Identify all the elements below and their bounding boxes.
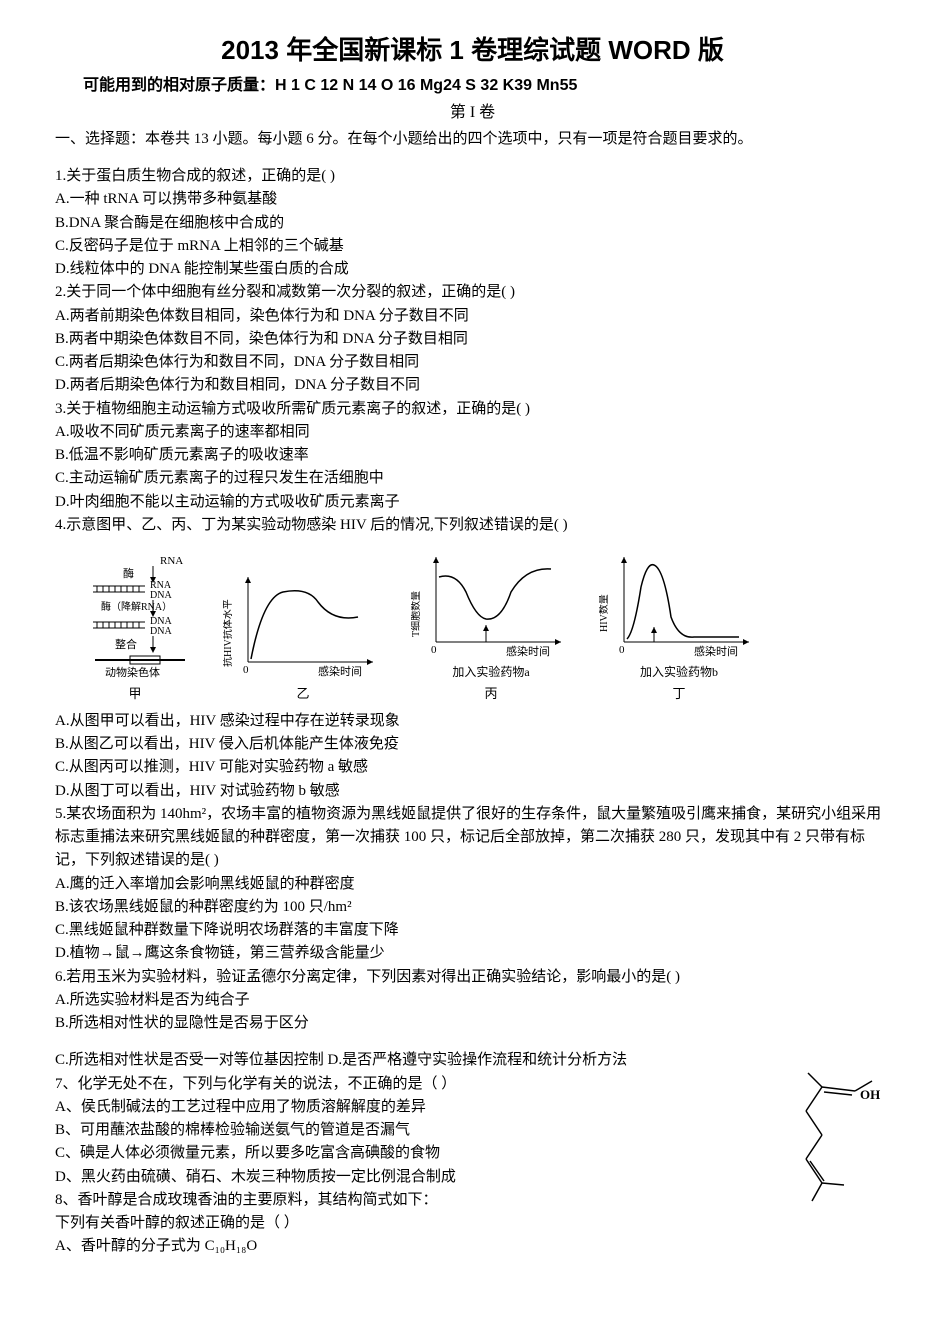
q2-stem: 2.关于同一个体中细胞有丝分裂和减数第一次分裂的叙述，正确的是( ) [55,281,890,304]
figure-yi: 抗HIV抗体水平 0 感染时间 乙 [223,567,383,704]
q5-d: D.植物→鼠→鹰这条食物链，第三营养级含能量少 [55,942,890,965]
q1-stem: 1.关于蛋白质生物合成的叙述，正确的是( ) [55,165,890,188]
yi-xlabel: 感染时间 [318,664,362,678]
figure-jia: RNA 酶 RNA DNA 酶（降解RNA） D [75,552,195,704]
q8-line2: 下列有关香叶醇的叙述正确的是（ ） [55,1212,890,1235]
figure-ding-svg: HIV数量 0 感染时间 [599,547,759,662]
jia-enz2: 酶（降解RNA） [101,600,172,613]
part-label: 第 I 卷 [55,101,890,126]
ding-zero: 0 [619,644,625,656]
q5-c: C.黑线姬鼠种群数量下降说明农场群落的丰富度下降 [55,919,890,942]
yi-label: 乙 [296,684,309,704]
ding-ylabel: HIV数量 [599,594,610,632]
q3-a: A.吸收不同矿质元素离子的速率都相同 [55,421,890,444]
q5-b: B.该农场黑线姬鼠的种群密度约为 100 只/hm² [55,896,890,919]
section-intro: 一、选择题：本卷共 13 小题。每小题 6 分。在每个小题给出的四个选项中，只有… [55,128,890,151]
jia-label: 甲 [128,684,141,704]
ding-label: 丁 [672,684,685,704]
bing-sublabel: 加入实验药物a [452,663,529,682]
q4-c: C.从图丙可以推测，HIV 可能对实验药物 a 敏感 [55,756,890,779]
ding-sublabel: 加入实验药物b [640,663,718,682]
q1-b: B.DNA 聚合酶是在细胞核中合成的 [55,212,890,235]
q4-d: D.从图丁可以看出，HIV 对试验药物 b 敏感 [55,780,890,803]
yi-ylabel: 抗HIV抗体水平 [223,599,234,667]
q3-d: D.叶肉细胞不能以主动运输的方式吸收矿质元素离子 [55,491,890,514]
page-title: 2013 年全国新课标 1 卷理综试题 WORD 版 [55,30,890,70]
jia-chromosome: 动物染色体 [105,665,160,679]
bing-ylabel: T细胞数量 [411,591,422,637]
q5-stem: 5.某农场面积为 140hm²，农场丰富的植物资源为黑线姬鼠提供了很好的生存条件… [55,803,890,873]
q6-b: B.所选相对性状的显隐性是否易于区分 [55,1012,890,1035]
figures-row: RNA 酶 RNA DNA 酶（降解RNA） D [55,547,890,704]
molecule-oh: OH [860,1087,880,1102]
figure-yi-svg: 抗HIV抗体水平 0 感染时间 [223,567,383,682]
bing-label: 丙 [484,684,497,704]
q4-stem: 4.示意图甲、乙、丙、丁为某实验动物感染 HIV 后的情况,下列叙述错误的是( … [55,514,890,537]
q6-stem: 6.若用玉米为实验材料，验证孟德尔分离定律，下列因素对得出正确实验结论，影响最小… [55,966,890,989]
jia-dna3: DNA [150,626,172,637]
q4-b: B.从图乙可以看出，HIV 侵入后机体能产生体液免疫 [55,733,890,756]
figure-bing: T细胞数量 0 感染时间 加入实验药物a 丙 [411,547,571,704]
q5-a: A.鹰的迁入率增加会影响黑线姬鼠的种群密度 [55,873,890,896]
q2-c: C.两者后期染色体行为和数目不同，DNA 分子数目相同 [55,351,890,374]
ding-xlabel: 感染时间 [694,644,738,658]
figure-jia-svg: RNA 酶 RNA DNA 酶（降解RNA） D [75,552,195,682]
q3-b: B.低温不影响矿质元素离子的吸收速率 [55,444,890,467]
bing-xlabel: 感染时间 [506,644,550,658]
jia-enz1: 酶 [123,567,134,580]
q1-a: A.一种 tRNA 可以携带多种氨基酸 [55,188,890,211]
bing-zero: 0 [431,644,437,656]
q1-c: C.反密码子是位于 mRNA 上相邻的三个碱基 [55,235,890,258]
q2-b: B.两者中期染色体数目不同，染色体行为和 DNA 分子数目相同 [55,328,890,351]
q3-stem: 3.关于植物细胞主动运输方式吸收所需矿质元素离子的叙述，正确的是( ) [55,398,890,421]
q2-a: A.两者前期染色体数目相同，染色体行为和 DNA 分子数目不同 [55,305,890,328]
atomic-masses: 可能用到的相对原子质量：H 1 C 12 N 14 O 16 Mg24 S 32… [55,74,890,99]
q3-c: C.主动运输矿质元素离子的过程只发生在活细胞中 [55,467,890,490]
jia-dna1: DNA [150,590,172,601]
q6-a: A.所选实验材料是否为纯合子 [55,989,890,1012]
jia-integrate: 整合 [115,637,137,651]
figure-ding: HIV数量 0 感染时间 加入实验药物b 丁 [599,547,759,704]
q1-d: D.线粒体中的 DNA 能控制某些蛋白质的合成 [55,258,890,281]
molecule-structure: OH [760,1063,890,1203]
jia-rna: RNA [160,555,183,567]
q8-a: A、香叶醇的分子式为 C₁₀H₁₈O [55,1235,890,1258]
q2-d: D.两者后期染色体行为和数目相同，DNA 分子数目不同 [55,374,890,397]
yi-zero: 0 [243,664,249,676]
figure-bing-svg: T细胞数量 0 感染时间 [411,547,571,662]
q4-a: A.从图甲可以看出，HIV 感染过程中存在逆转录现象 [55,710,890,733]
